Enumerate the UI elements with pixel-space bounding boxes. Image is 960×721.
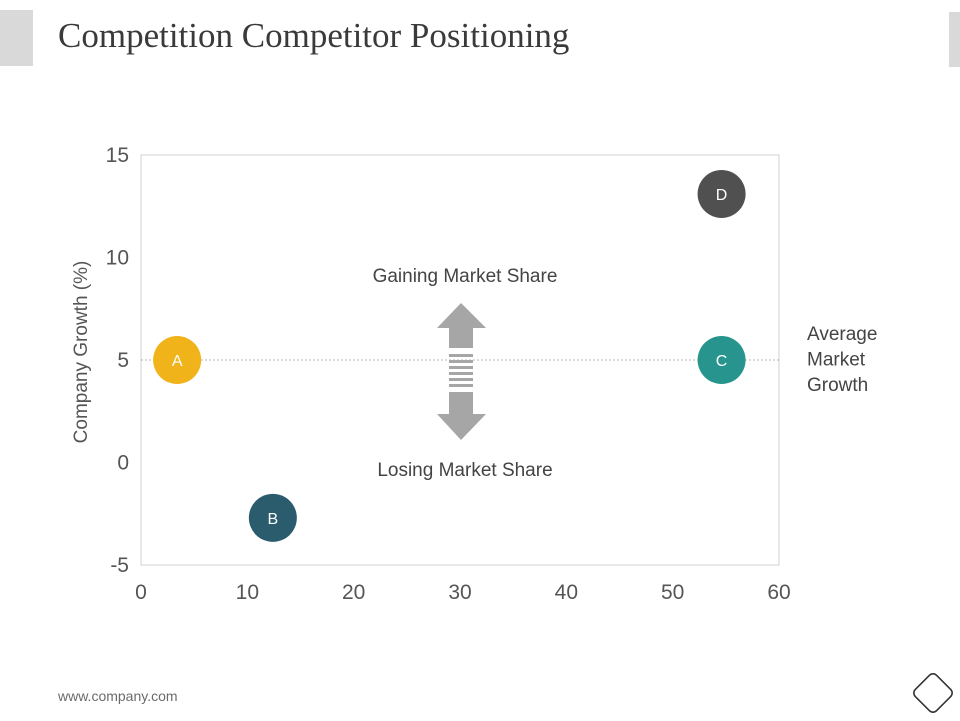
y-tick-label: 0	[117, 452, 129, 475]
point-label-c: C	[716, 353, 728, 370]
y-tick-label: 10	[106, 247, 129, 270]
y-tick-label: 5	[117, 349, 129, 372]
diamond-logo-icon	[913, 673, 953, 713]
x-tick-label: 20	[342, 581, 365, 604]
point-label-d: D	[716, 187, 728, 204]
losing-market-share-label: Losing Market Share	[377, 460, 552, 481]
x-tick-label: 40	[555, 581, 578, 604]
point-c	[697, 336, 746, 384]
x-tick-label: 60	[767, 581, 790, 604]
x-tick-label: 10	[236, 581, 259, 604]
point-b	[248, 493, 297, 542]
right-accent-bar	[949, 12, 960, 67]
y-tick-label: -5	[110, 554, 129, 577]
point-label-b: B	[268, 511, 279, 528]
x-tick-label: 50	[661, 581, 684, 604]
y-axis-label: Company Growth (%)	[71, 261, 92, 444]
slide-title: Competition Competitor Positioning	[58, 16, 570, 55]
gaining-market-share-label: Gaining Market Share	[373, 266, 558, 287]
average-market-growth-label: Average Market Growth	[807, 324, 877, 396]
point-d	[697, 169, 746, 218]
market-share-arrow-icon	[437, 303, 486, 440]
y-tick-label: 15	[106, 144, 129, 167]
x-tick-label: 30	[448, 581, 471, 604]
footer-url: www.company.com	[58, 688, 178, 704]
left-accent-bar	[0, 10, 33, 66]
point-a	[153, 336, 202, 384]
x-tick-label: 0	[135, 581, 147, 604]
point-label-a: A	[172, 353, 183, 370]
